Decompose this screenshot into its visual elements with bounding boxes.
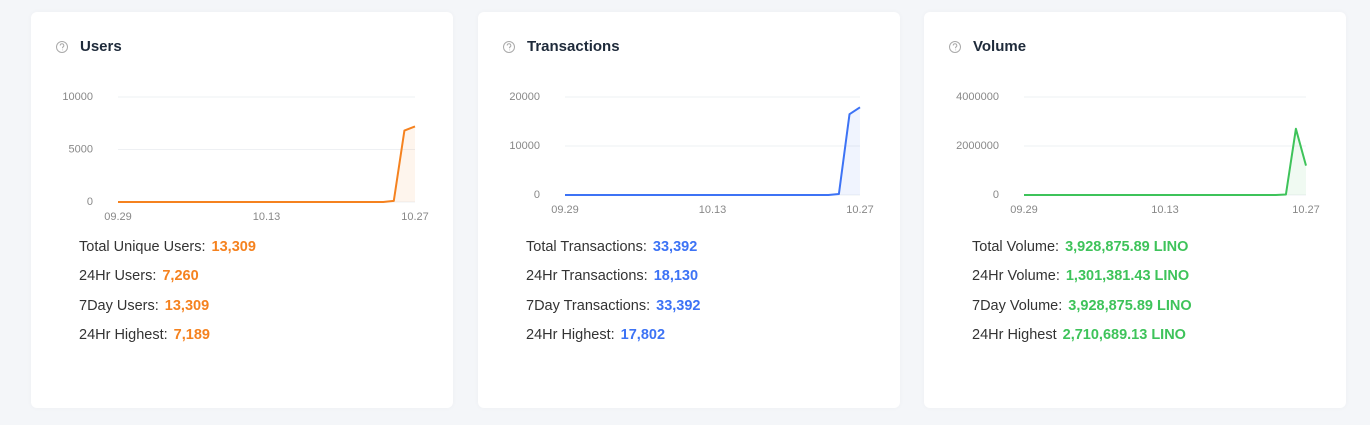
card: Volume 0 2000000 4000000 09.29 10.13 10.27 Tota… bbox=[924, 12, 1346, 408]
stat-value: 7,260 bbox=[162, 268, 199, 285]
stat-label: Total Unique Users: bbox=[79, 239, 206, 255]
stat-row: 7Day Users: 13,309 bbox=[79, 298, 209, 314]
x-tick-label: 10.27 bbox=[846, 204, 874, 216]
x-tick-label: 09.29 bbox=[1010, 204, 1038, 216]
y-tick-label: 0 bbox=[87, 196, 93, 208]
stat-row: 24Hr Users: 7,260 bbox=[79, 268, 199, 284]
stat-label: 24Hr Highest: bbox=[526, 326, 615, 343]
stat-label: 24Hr Highest bbox=[972, 326, 1057, 343]
stat-value: 33,392 bbox=[652, 239, 698, 255]
stat-label: 24Hr Volume: bbox=[972, 268, 1060, 285]
help-icon bbox=[503, 41, 515, 53]
chart: Volume 0 2000000 4000000 09.29 10.13 10.27 bbox=[949, 38, 1320, 216]
stat-label: 24Hr Users: bbox=[79, 268, 157, 285]
stat-value: 2,710,689.13 LINO bbox=[1062, 326, 1186, 343]
card-title: Users bbox=[80, 38, 122, 55]
card: Users 0 5000 10000 09.29 10.13 10.27 Total Uniq… bbox=[31, 12, 453, 408]
stat-label: 7Day Transactions: bbox=[526, 297, 651, 314]
stat-value: 18,130 bbox=[653, 268, 699, 285]
y-tick-label: 2000000 bbox=[956, 140, 999, 152]
help-circle bbox=[503, 41, 515, 53]
help-mark bbox=[952, 43, 958, 51]
stat-value: 13,309 bbox=[211, 239, 256, 255]
stat-row: Total Transactions: 33,392 bbox=[526, 239, 697, 255]
x-tick-label: 10.27 bbox=[401, 211, 429, 223]
stat-row: 24Hr Volume: 1,301,381.43 LINO bbox=[972, 268, 1189, 284]
y-tick-label: 4000000 bbox=[956, 91, 999, 103]
help-mark bbox=[506, 43, 512, 51]
stat-value: 13,309 bbox=[164, 297, 210, 314]
x-tick-label: 09.29 bbox=[104, 211, 132, 223]
y-tick-label: 20000 bbox=[509, 91, 540, 103]
y-tick-label: 0 bbox=[993, 189, 999, 201]
x-tick-label: 10.13 bbox=[1151, 204, 1179, 216]
card: Transactions 0 10000 20000 09.29 10.13 10.27 To… bbox=[478, 12, 900, 408]
stat-value: 1,301,381.43 LINO bbox=[1065, 268, 1190, 285]
stat-label: 7Day Users: bbox=[79, 297, 159, 314]
x-tick-label: 10.13 bbox=[699, 204, 727, 216]
y-tick-label: 5000 bbox=[69, 143, 93, 155]
line bbox=[118, 125, 416, 203]
y-tick-label: 0 bbox=[534, 189, 540, 201]
card-title: Transactions bbox=[527, 38, 620, 55]
area bbox=[565, 107, 860, 195]
line bbox=[565, 106, 861, 196]
chart: Transactions 0 10000 20000 09.29 10.13 10.27 bbox=[503, 38, 874, 216]
stat-label: 7Day Volume: bbox=[972, 297, 1063, 314]
stat-label: 24Hr Highest: bbox=[79, 326, 168, 343]
card-title: Volume bbox=[973, 38, 1026, 55]
stat-value: 33,392 bbox=[656, 297, 701, 314]
stat-row: Total Volume: 3,928,875.89 LINO bbox=[972, 239, 1188, 255]
stat-label: Total Transactions: bbox=[526, 239, 647, 255]
help-circle bbox=[56, 41, 68, 53]
stat-value: 7,189 bbox=[173, 326, 210, 343]
x-tick-label: 10.13 bbox=[253, 211, 281, 223]
x-tick-label: 10.27 bbox=[1292, 204, 1320, 216]
stat-row: 24Hr Highest: 17,802 bbox=[526, 327, 665, 343]
stat-label: Total Volume: bbox=[972, 239, 1060, 255]
y-tick-label: 10000 bbox=[509, 140, 540, 152]
stat-row: 24Hr Transactions: 18,130 bbox=[526, 268, 698, 284]
stat-row: 7Day Transactions: 33,392 bbox=[526, 298, 700, 314]
help-circle bbox=[949, 41, 961, 53]
line bbox=[1024, 127, 1307, 196]
stat-row: 24Hr Highest: 7,189 bbox=[79, 327, 210, 343]
x-tick-label: 09.29 bbox=[551, 204, 579, 216]
help-icon bbox=[56, 41, 68, 53]
chart: Users 0 5000 10000 09.29 10.13 10.27 bbox=[56, 38, 429, 223]
area bbox=[1024, 128, 1306, 195]
stat-row: 7Day Volume: 3,928,875.89 LINO bbox=[972, 298, 1192, 314]
y-tick-label: 10000 bbox=[62, 91, 93, 103]
stat-label: 24Hr Transactions: bbox=[526, 268, 648, 285]
stat-value: 3,928,875.89 LINO bbox=[1068, 297, 1192, 314]
stat-row: 24Hr Highest 2,710,689.13 LINO bbox=[972, 327, 1186, 343]
help-mark bbox=[59, 43, 65, 51]
stat-row: Total Unique Users: 13,309 bbox=[79, 239, 256, 255]
stat-value: 17,802 bbox=[620, 326, 666, 343]
area bbox=[118, 126, 415, 202]
stat-value: 3,928,875.89 LINO bbox=[1065, 239, 1189, 255]
help-icon bbox=[949, 41, 961, 53]
